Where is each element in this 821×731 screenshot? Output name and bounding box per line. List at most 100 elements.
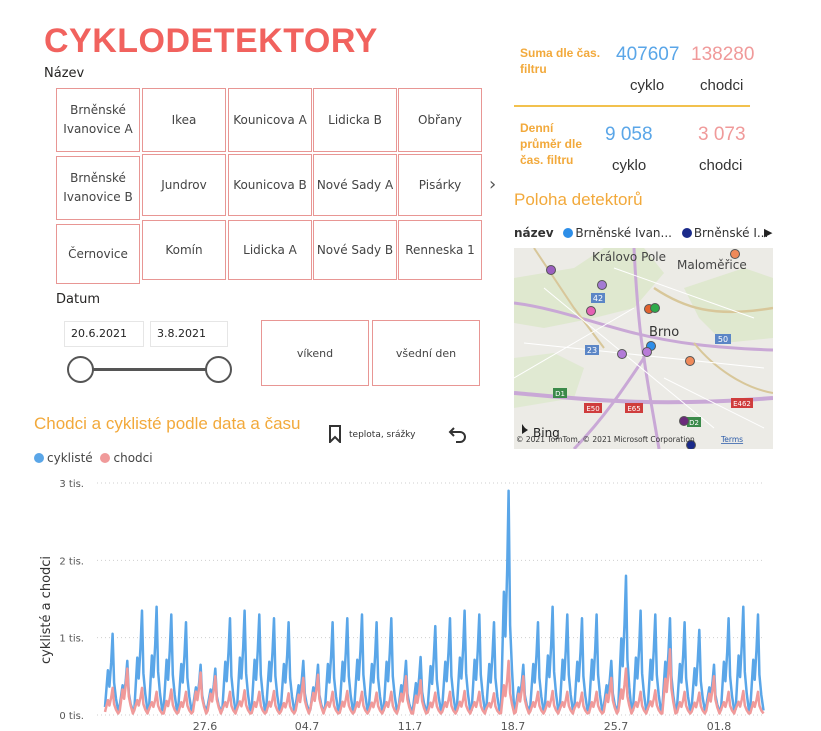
date-start-input[interactable]: 20.6.2021 bbox=[64, 321, 144, 347]
detector-marker bbox=[685, 356, 695, 366]
slicer-item[interactable]: Kounicova B bbox=[228, 154, 312, 216]
slicer-item[interactable]: Brněnské Ivanovice A bbox=[56, 88, 140, 152]
date-label: Datum bbox=[56, 292, 100, 307]
map-bing-label: Bing bbox=[533, 426, 560, 440]
kpi-sum-chodci: 138280 bbox=[691, 44, 755, 65]
bookmark-icon[interactable] bbox=[328, 425, 342, 443]
date-slider-end-handle[interactable] bbox=[205, 356, 232, 383]
slicer-item[interactable]: Jundrov bbox=[142, 154, 226, 216]
detector-marker bbox=[546, 265, 556, 275]
map-terms-link[interactable]: Terms bbox=[720, 435, 743, 444]
legend-dot-icon bbox=[681, 228, 692, 238]
bing-logo-icon bbox=[522, 424, 528, 434]
road-label: D1 bbox=[555, 390, 565, 398]
road-badge bbox=[591, 293, 605, 303]
legend-chodci[interactable]: chodci bbox=[113, 451, 153, 465]
legend-next-arrow-icon[interactable]: ▶ bbox=[764, 226, 773, 239]
legend-dot-icon bbox=[34, 453, 44, 463]
legend-dot-icon bbox=[100, 453, 111, 463]
road-label: 50 bbox=[718, 335, 728, 344]
kpi-divider bbox=[514, 105, 750, 107]
map-label-brno: Brno bbox=[649, 325, 679, 340]
detector-marker bbox=[730, 249, 740, 259]
road-label: E50 bbox=[586, 405, 599, 413]
slicer-item[interactable]: Ikea bbox=[142, 88, 226, 152]
map-legend-item[interactable]: Brněnské I... bbox=[693, 226, 769, 240]
slicer-item[interactable]: Obřany bbox=[398, 88, 482, 152]
detector-marker bbox=[586, 306, 596, 316]
road-badge bbox=[715, 334, 731, 344]
slicer-item[interactable]: Lidicka A bbox=[228, 220, 312, 280]
detector-marker bbox=[679, 416, 689, 426]
x-tick-label: 01.8 bbox=[707, 720, 732, 731]
map-copyright: © 2021 TomTom, © 2021 Microsoft Corporat… bbox=[516, 435, 695, 444]
road-label: E65 bbox=[627, 405, 640, 413]
date-end-input[interactable]: 3.8.2021 bbox=[150, 321, 228, 347]
x-axis-ticks: 27.6 04.7 11.7 18.7 25.7 01.8 bbox=[193, 720, 732, 731]
x-tick-label: 04.7 bbox=[295, 720, 320, 731]
slicer-item[interactable]: Černovice bbox=[56, 224, 140, 284]
detector-marker bbox=[650, 303, 660, 313]
map-legend-title: název bbox=[514, 226, 554, 240]
detector-marker bbox=[686, 440, 696, 449]
map-canvas: 42 23 50 D1 E50 E65 E462 D2 Královo Pole… bbox=[514, 248, 773, 449]
detector-map[interactable]: 42 23 50 D1 E50 E65 E462 D2 Královo Pole… bbox=[514, 248, 773, 449]
slicer-item[interactable]: Lidicka B bbox=[313, 88, 397, 152]
detector-marker bbox=[642, 347, 652, 357]
legend-dot-icon bbox=[563, 228, 574, 238]
kpi-sum-cyklo: 407607 bbox=[616, 44, 680, 65]
road-label: 23 bbox=[587, 346, 597, 355]
x-tick-label: 11.7 bbox=[398, 720, 423, 731]
y-tick-label: 2 tis. bbox=[59, 556, 84, 567]
y-tick-label: 0 tis. bbox=[59, 711, 84, 722]
detector-marker bbox=[617, 349, 627, 359]
y-tick-label: 1 tis. bbox=[59, 634, 84, 645]
kpi-avg-cyklo: 9 058 bbox=[605, 124, 653, 145]
road-badge bbox=[585, 345, 599, 355]
road-badge bbox=[687, 417, 701, 427]
road-label: E462 bbox=[733, 400, 751, 408]
bookmark-label[interactable]: teplota, srážky bbox=[349, 430, 416, 440]
series-line-cyklo[interactable] bbox=[103, 489, 765, 712]
road-label: D2 bbox=[689, 419, 699, 427]
y-tick-label: 3 tis. bbox=[59, 479, 84, 490]
x-tick-label: 25.7 bbox=[604, 720, 629, 731]
road-badge bbox=[625, 403, 643, 413]
slicer-item[interactable]: Brněnské Ivanovice B bbox=[56, 156, 140, 220]
chart-legend: cyklisté chodci bbox=[34, 451, 153, 465]
y-axis-ticks: 0 tis. 1 tis. 2 tis. 3 tis. bbox=[59, 479, 84, 722]
date-slider-start-handle[interactable] bbox=[67, 356, 94, 383]
name-slicer: Brněnské Ivanovice A Ikea Kounicova A Li… bbox=[56, 88, 482, 284]
slicer-item[interactable]: Renneska 1 bbox=[398, 220, 482, 280]
chart-title: Chodci a cyklisté podle data a času bbox=[34, 414, 301, 433]
road-badge bbox=[731, 398, 753, 408]
kpi-sum-chodci-caption: chodci bbox=[700, 77, 744, 94]
slicer-item[interactable]: Pisárky bbox=[398, 154, 482, 216]
slicer-item[interactable]: Komín bbox=[142, 220, 226, 280]
slicer-item[interactable]: Nové Sady B bbox=[313, 220, 397, 280]
map-legend: název Brněnské Ivan... Brněnské I... bbox=[514, 226, 774, 240]
slicer-item[interactable]: Nové Sady A bbox=[313, 154, 397, 216]
kpi-avg-cyklo-caption: cyklo bbox=[612, 157, 647, 174]
x-tick-label: 18.7 bbox=[501, 720, 526, 731]
kpi-avg-label: Denní průměr dle čas. filtru bbox=[520, 121, 583, 167]
road-badge bbox=[584, 403, 602, 413]
legend-cyklo[interactable]: cyklisté bbox=[47, 451, 93, 465]
kpi-avg-chodci: 3 073 bbox=[698, 124, 746, 145]
line-chart[interactable]: 0 tis. 1 tis. 2 tis. 3 tis. 27.6 04.7 11.7 18.… bbox=[0, 470, 800, 731]
chevron-right-icon[interactable]: › bbox=[489, 174, 497, 195]
y-axis-label: cyklisté a chodci bbox=[39, 556, 54, 664]
undo-icon[interactable] bbox=[448, 424, 468, 444]
map-legend-item[interactable]: Brněnské Ivan... bbox=[575, 226, 672, 240]
kpi-sum-cyklo-caption: cyklo bbox=[630, 77, 665, 94]
series-line-chodci[interactable] bbox=[103, 648, 765, 715]
date-slider-track[interactable] bbox=[80, 368, 218, 371]
weekend-button[interactable]: víkend bbox=[261, 320, 369, 386]
map-label-malomerice: Maloměřice bbox=[677, 258, 747, 272]
detector-marker bbox=[597, 280, 607, 290]
slicer-label: Název bbox=[44, 66, 85, 81]
kpi-sum-label: Suma dle čas. filtru bbox=[520, 46, 601, 76]
slicer-item[interactable]: Kounicova A bbox=[228, 88, 312, 152]
page-title: CYKLODETEKTORY bbox=[44, 22, 378, 60]
weekday-button[interactable]: všední den bbox=[372, 320, 480, 386]
